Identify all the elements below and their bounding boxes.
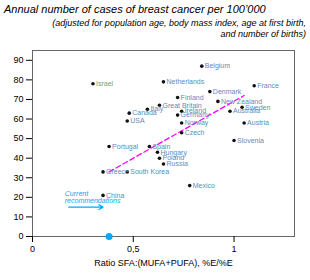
svg-text:Portugal: Portugal <box>112 143 139 151</box>
svg-text:0,5: 0,5 <box>127 244 140 254</box>
svg-text:Great Britain: Great Britain <box>162 101 202 109</box>
html-text:(adjusted for population age,: (adjusted for population age, body mass … <box>52 18 306 39</box>
svg-text:Netherlands: Netherlands <box>167 78 205 85</box>
svg-text:Russia: Russia <box>167 160 189 167</box>
svg-text:60: 60 <box>13 114 23 124</box>
svg-text:USA: USA <box>130 117 145 124</box>
svg-text:Australia: Australia <box>233 107 260 114</box>
svg-text:70: 70 <box>13 94 23 104</box>
html-text:Annual number of cases of brea: Annual number of cases of breast cancer … <box>4 3 266 15</box>
svg-text:80: 80 <box>13 75 23 85</box>
svg-text:Denmark: Denmark <box>213 88 242 95</box>
svg-text:90: 90 <box>13 55 23 65</box>
svg-text:1: 1 <box>232 244 237 254</box>
svg-text:Poland: Poland <box>162 154 185 162</box>
svg-text:South Korea: South Korea <box>130 168 169 175</box>
svg-text:Ratio SFA:(MUFA+PUFA), %E/%E: Ratio SFA:(MUFA+PUFA), %E/%E <box>94 258 232 268</box>
svg-text:0: 0 <box>18 231 23 241</box>
svg-text:Austria: Austria <box>247 119 269 126</box>
svg-text:China: China <box>106 191 125 199</box>
svg-text:Czech: Czech <box>185 129 205 136</box>
svg-text:Currentrecommendations: Currentrecommendations <box>65 190 121 204</box>
svg-text:10: 10 <box>13 212 23 222</box>
svg-text:30: 30 <box>13 173 23 183</box>
svg-text:Israel: Israel <box>96 80 114 87</box>
svg-text:Belgium: Belgium <box>205 62 230 70</box>
svg-text:Germany: Germany <box>181 111 210 119</box>
svg-text:Norway: Norway <box>185 119 209 127</box>
svg-text:Canada: Canada <box>132 109 157 116</box>
svg-text:50: 50 <box>13 133 23 143</box>
svg-text:Spain: Spain <box>152 142 171 150</box>
svg-text:Finland: Finland <box>181 94 204 101</box>
svg-text:40: 40 <box>13 153 23 163</box>
svg-text:0: 0 <box>30 244 35 254</box>
svg-text:Greece: Greece <box>106 168 129 175</box>
svg-text:France: France <box>257 82 279 89</box>
svg-text:Mexico: Mexico <box>193 182 215 189</box>
svg-text:Hungary: Hungary <box>160 148 187 156</box>
svg-text:New Zealand: New Zealand <box>220 97 263 105</box>
svg-text:Slovenia: Slovenia <box>237 137 264 144</box>
svg-text:Italy: Italy <box>150 105 164 113</box>
svg-text:20: 20 <box>13 192 23 202</box>
